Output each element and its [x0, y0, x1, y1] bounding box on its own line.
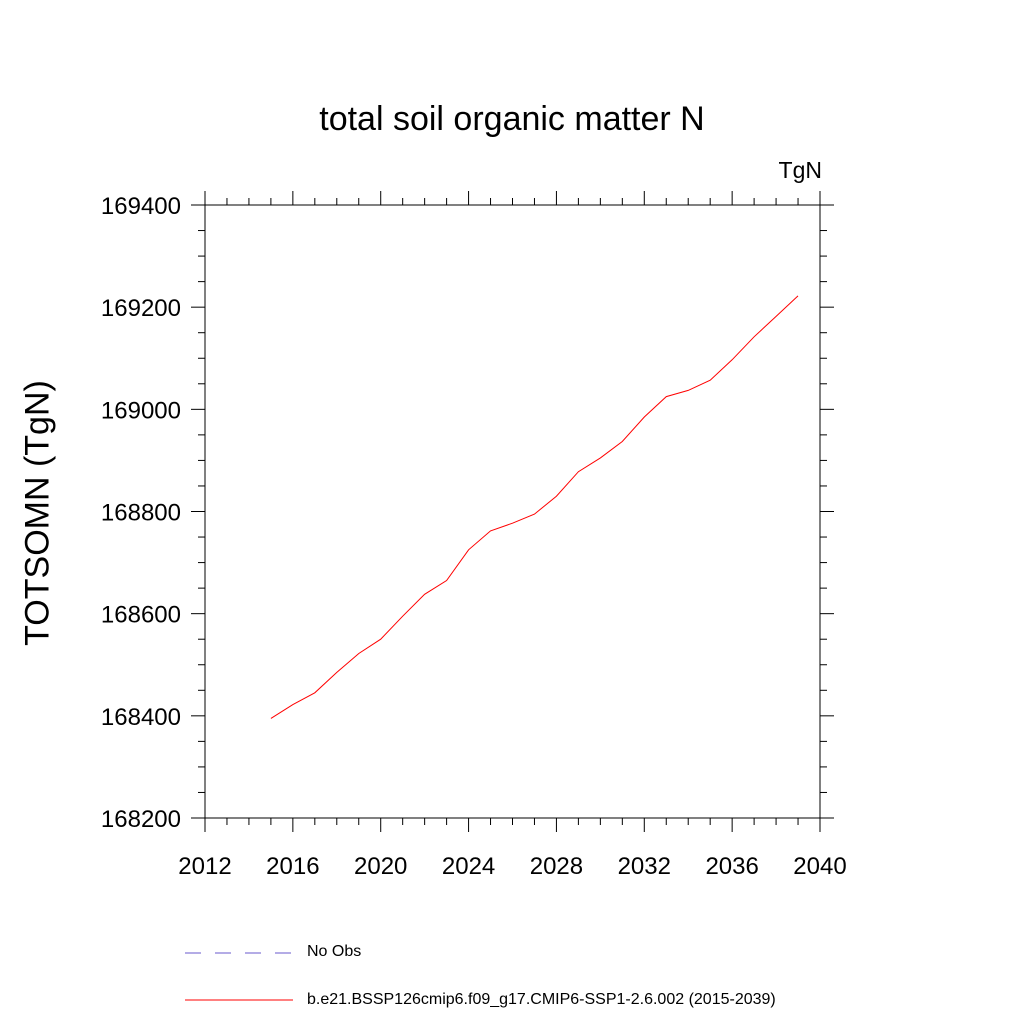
- x-tick-label: 2012: [178, 853, 231, 880]
- y-tick-label: 169000: [101, 397, 181, 424]
- x-tick-label: 2016: [266, 853, 319, 880]
- y-tick-label: 169200: [101, 295, 181, 322]
- x-tick-label: 2024: [442, 853, 495, 880]
- y-tick-label: 168400: [101, 704, 181, 731]
- x-tick-label: 2040: [793, 853, 846, 880]
- y-tick-label: 168600: [101, 602, 181, 629]
- y-tick-label: 168200: [101, 806, 181, 833]
- y-tick-label: 169400: [101, 193, 181, 220]
- legend-label-no-obs: No Obs: [307, 943, 362, 960]
- units-label: TgN: [778, 157, 822, 183]
- series-line-model-run: [270, 295, 799, 719]
- x-tick-label: 2028: [530, 853, 583, 880]
- x-tick-label: 2020: [354, 853, 407, 880]
- plot-frame: [204, 204, 821, 819]
- legend-label-model-run: b.e21.BSSP126cmip6.f09_g17.CMIP6-SSP1-2.…: [307, 991, 776, 1008]
- x-tick-label: 2036: [705, 853, 758, 880]
- chart-title: total soil organic matter N: [319, 100, 705, 138]
- x-tick-label: 2032: [618, 853, 671, 880]
- y-tick-label: 168800: [101, 500, 181, 527]
